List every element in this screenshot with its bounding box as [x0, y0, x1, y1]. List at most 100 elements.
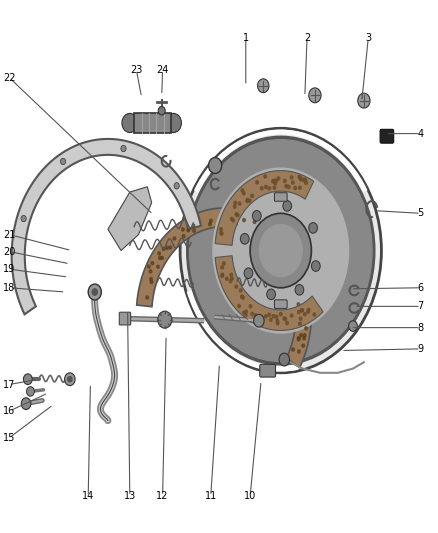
- Text: 13: 13: [124, 491, 136, 501]
- Polygon shape: [215, 256, 322, 330]
- Text: 16: 16: [4, 406, 15, 416]
- Circle shape: [290, 314, 292, 317]
- Circle shape: [297, 303, 299, 306]
- Circle shape: [229, 279, 231, 282]
- Circle shape: [263, 175, 266, 178]
- Circle shape: [260, 187, 262, 190]
- Circle shape: [279, 312, 281, 316]
- Circle shape: [272, 180, 275, 183]
- Circle shape: [298, 322, 300, 325]
- Circle shape: [242, 192, 244, 195]
- Circle shape: [304, 181, 307, 184]
- Circle shape: [252, 211, 261, 221]
- Text: 11: 11: [204, 491, 216, 501]
- Circle shape: [182, 235, 184, 238]
- Circle shape: [283, 317, 285, 320]
- Circle shape: [259, 222, 262, 225]
- Circle shape: [230, 277, 233, 280]
- FancyBboxPatch shape: [119, 312, 131, 325]
- Circle shape: [209, 219, 212, 222]
- Circle shape: [165, 114, 181, 133]
- Circle shape: [244, 268, 252, 279]
- Circle shape: [297, 338, 299, 341]
- Circle shape: [292, 271, 294, 274]
- Circle shape: [246, 199, 248, 203]
- Circle shape: [267, 187, 270, 190]
- Circle shape: [299, 308, 302, 311]
- Circle shape: [225, 277, 228, 280]
- Circle shape: [192, 224, 194, 227]
- Circle shape: [21, 398, 31, 409]
- Circle shape: [230, 211, 233, 214]
- Circle shape: [92, 289, 97, 295]
- Circle shape: [151, 262, 153, 265]
- Circle shape: [254, 314, 256, 317]
- Circle shape: [308, 223, 317, 233]
- Circle shape: [300, 309, 303, 312]
- Circle shape: [302, 337, 305, 340]
- Circle shape: [247, 199, 250, 202]
- Polygon shape: [12, 139, 201, 314]
- FancyBboxPatch shape: [134, 113, 171, 133]
- Circle shape: [249, 305, 251, 308]
- Circle shape: [294, 285, 303, 295]
- Text: 20: 20: [3, 247, 16, 256]
- Circle shape: [222, 218, 225, 221]
- Circle shape: [298, 186, 300, 189]
- Circle shape: [257, 79, 268, 93]
- Text: 22: 22: [3, 73, 16, 83]
- Circle shape: [295, 262, 298, 265]
- Circle shape: [271, 180, 274, 183]
- Circle shape: [285, 321, 288, 325]
- Circle shape: [158, 252, 160, 255]
- Circle shape: [297, 277, 299, 280]
- Circle shape: [265, 224, 267, 227]
- Circle shape: [303, 178, 306, 181]
- Circle shape: [239, 289, 241, 292]
- Circle shape: [169, 246, 171, 249]
- Circle shape: [289, 254, 292, 257]
- Circle shape: [297, 311, 300, 314]
- Text: 15: 15: [3, 433, 16, 443]
- Circle shape: [150, 280, 152, 284]
- Text: 3: 3: [364, 33, 371, 43]
- Circle shape: [122, 114, 138, 133]
- Circle shape: [262, 222, 265, 225]
- Text: 14: 14: [82, 491, 94, 501]
- Circle shape: [173, 237, 175, 240]
- FancyBboxPatch shape: [274, 300, 286, 309]
- Circle shape: [149, 278, 152, 281]
- Circle shape: [157, 311, 171, 328]
- Text: 19: 19: [4, 264, 15, 274]
- Circle shape: [298, 176, 301, 180]
- Circle shape: [289, 269, 292, 272]
- Circle shape: [64, 373, 75, 385]
- Circle shape: [296, 286, 299, 289]
- Circle shape: [301, 312, 304, 316]
- Circle shape: [88, 284, 101, 300]
- Circle shape: [231, 219, 234, 222]
- Circle shape: [23, 374, 32, 384]
- Circle shape: [166, 246, 168, 249]
- Circle shape: [275, 246, 277, 249]
- Circle shape: [269, 318, 272, 321]
- Text: 2: 2: [303, 33, 309, 43]
- Circle shape: [357, 93, 369, 108]
- Circle shape: [234, 222, 237, 225]
- Circle shape: [21, 215, 26, 222]
- Circle shape: [250, 312, 253, 316]
- Circle shape: [145, 296, 148, 299]
- Circle shape: [299, 178, 301, 181]
- Circle shape: [250, 194, 253, 197]
- Circle shape: [189, 140, 371, 361]
- Circle shape: [233, 217, 236, 221]
- Circle shape: [293, 187, 296, 190]
- Circle shape: [301, 179, 304, 182]
- Circle shape: [173, 183, 179, 189]
- Circle shape: [219, 228, 222, 231]
- Circle shape: [237, 304, 240, 308]
- Circle shape: [255, 181, 258, 184]
- Circle shape: [240, 189, 243, 192]
- Circle shape: [253, 314, 264, 327]
- Circle shape: [156, 265, 159, 269]
